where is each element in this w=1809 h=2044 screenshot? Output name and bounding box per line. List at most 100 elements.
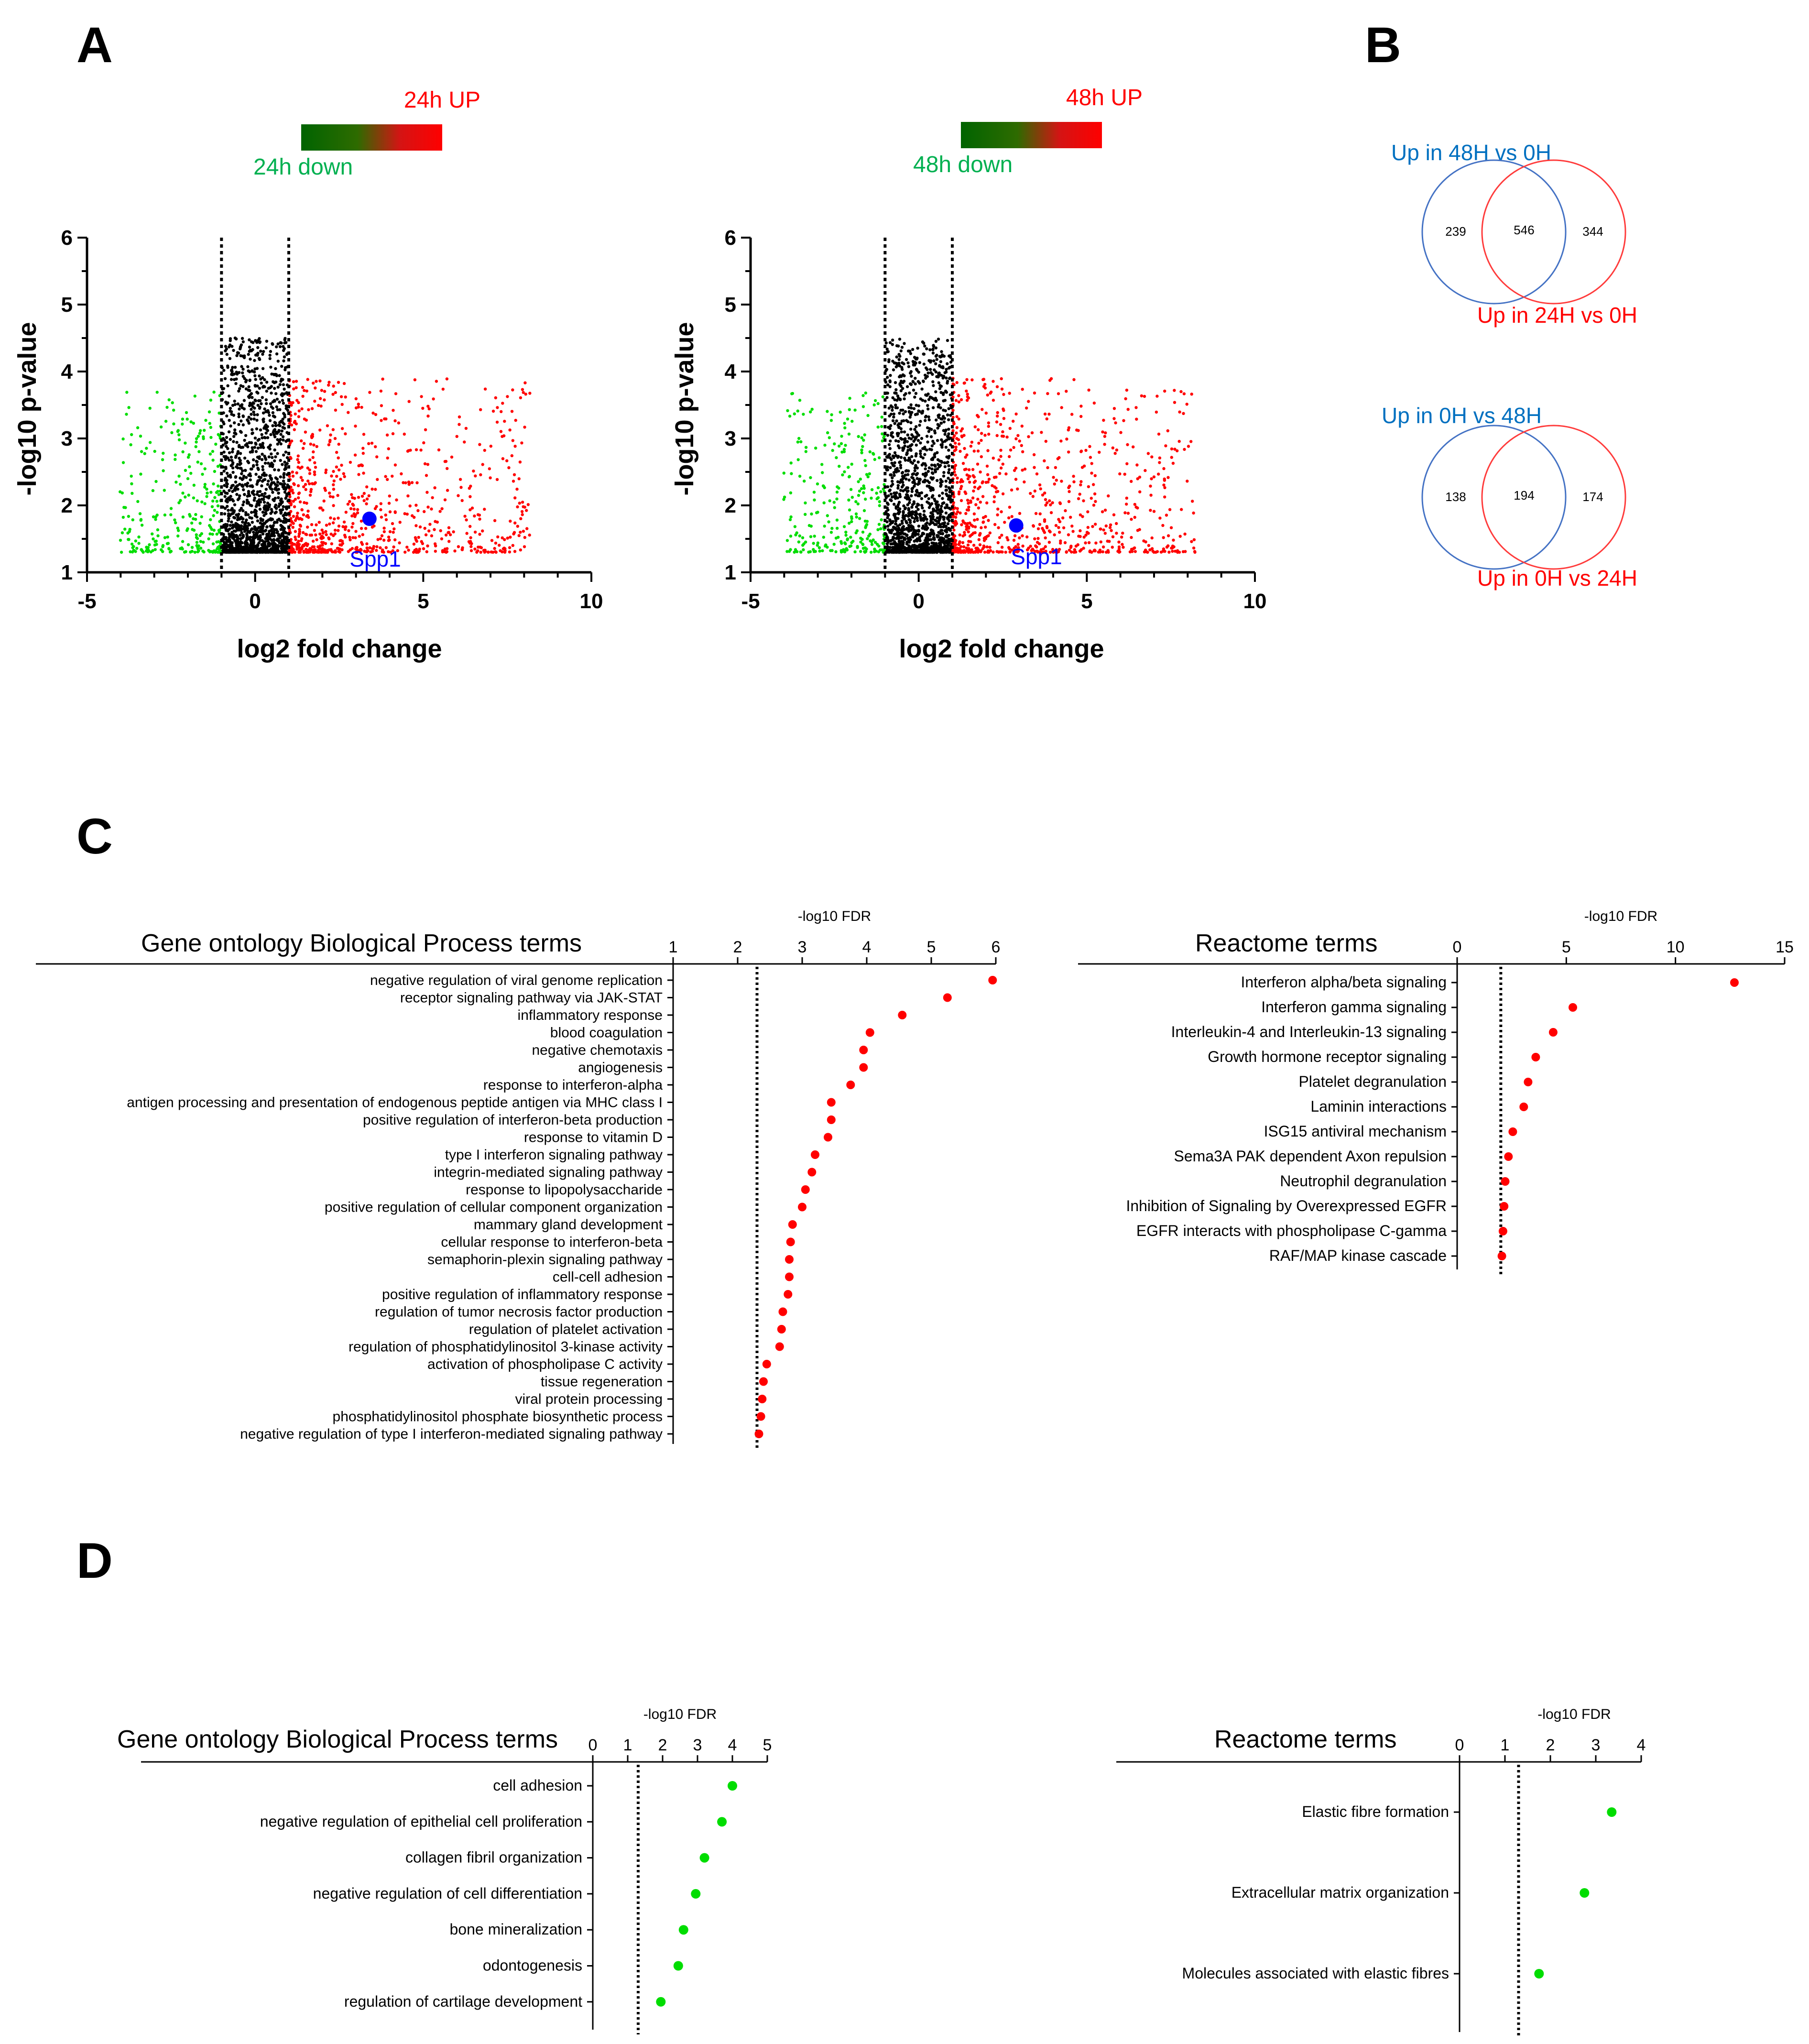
volcano-point [517,534,521,537]
volcano-point [310,533,314,537]
volcano-point [443,547,447,551]
volcano-point [282,480,285,483]
volcano-point [248,472,252,476]
volcano-point [920,437,924,440]
volcano-point [1150,477,1153,481]
volcano-point [902,511,905,514]
volcano-point [241,414,245,418]
volcano-point [1029,492,1032,495]
volcano-point [894,454,898,457]
volcano-point [227,517,230,520]
volcano-point [1036,550,1040,554]
volcano-point [1025,406,1028,410]
volcano-point [259,446,262,449]
volcano-point [980,455,983,459]
volcano-point [946,549,949,553]
volcano-point [226,456,229,459]
volcano-point [943,465,947,469]
volcano-point [194,445,197,448]
volcano-point [911,516,914,519]
volcano-point [181,515,185,519]
volcano-point [181,417,185,421]
volcano-point [898,461,901,464]
volcano-point [948,468,951,471]
volcano-point [325,550,328,554]
volcano-point [896,533,900,536]
volcano-point [130,542,134,546]
volcano-point [242,500,246,504]
volcano-point [253,374,257,377]
volcano-point [236,498,240,502]
volcano-point [211,459,215,462]
volcano-point [298,528,301,531]
volcano-point [265,525,269,529]
volcano-point [939,406,942,410]
volcano-point [948,376,952,380]
volcano-point [408,504,412,508]
volcano-point [336,494,339,497]
volcano-point [971,496,975,500]
volcano-point [261,376,264,380]
volcano-point [1126,408,1130,411]
volcano-point [949,494,952,498]
volcano-point [479,546,482,549]
volcano-point [233,503,237,506]
volcano-point [297,496,300,500]
volcano-point [1192,538,1196,542]
volcano-point [1020,425,1024,428]
volcano-point [899,540,902,544]
volcano-point [282,505,285,508]
volcano-point [936,479,939,482]
volcano-point [510,410,514,413]
volcano-point [423,462,427,466]
volcano-point [300,539,303,542]
volcano-point [921,472,925,476]
volcano-point [910,513,914,516]
volcano-point [233,539,237,542]
volcano-point [995,385,999,388]
volcano-point [241,485,245,488]
volcano-point [992,398,995,402]
volcano-point [946,380,949,383]
volcano-point [1177,439,1181,443]
volcano-point [1071,530,1075,533]
volcano-point [181,450,185,454]
volcano-point [936,458,940,461]
volcano-point [223,507,227,510]
volcano-point [1163,486,1166,490]
volcano-point [294,412,297,416]
volcano-point [371,525,374,529]
volcano-point [210,505,214,508]
volcano-point [324,468,328,472]
volcano-point [941,548,945,552]
volcano-point [319,404,323,408]
volcano-point [296,458,299,461]
volcano-point [901,381,904,384]
volcano-point [958,442,961,446]
volcano-point [1099,527,1102,531]
volcano-point [407,400,411,403]
volcano-point [919,452,922,456]
volcano-point [1171,461,1175,465]
volcano-point [242,546,245,549]
volcano-point [961,462,965,465]
volcano-point [293,428,296,431]
volcano-point [916,460,920,464]
volcano-point [927,430,931,433]
volcano-point [277,534,281,537]
volcano-point [275,352,279,356]
volcano-point [314,386,317,390]
volcano-point [360,527,363,530]
volcano-point [295,399,299,402]
volcano-point [222,524,226,527]
volcano-point [901,387,904,390]
volcano-point [889,404,893,407]
volcano-point [233,399,236,403]
volcano-point [237,423,240,426]
volcano-point [351,503,354,506]
volcano-point [899,456,903,459]
volcano-point [513,550,517,553]
volcano-point [266,436,270,439]
volcano-point [361,447,365,450]
volcano-point [316,404,320,407]
